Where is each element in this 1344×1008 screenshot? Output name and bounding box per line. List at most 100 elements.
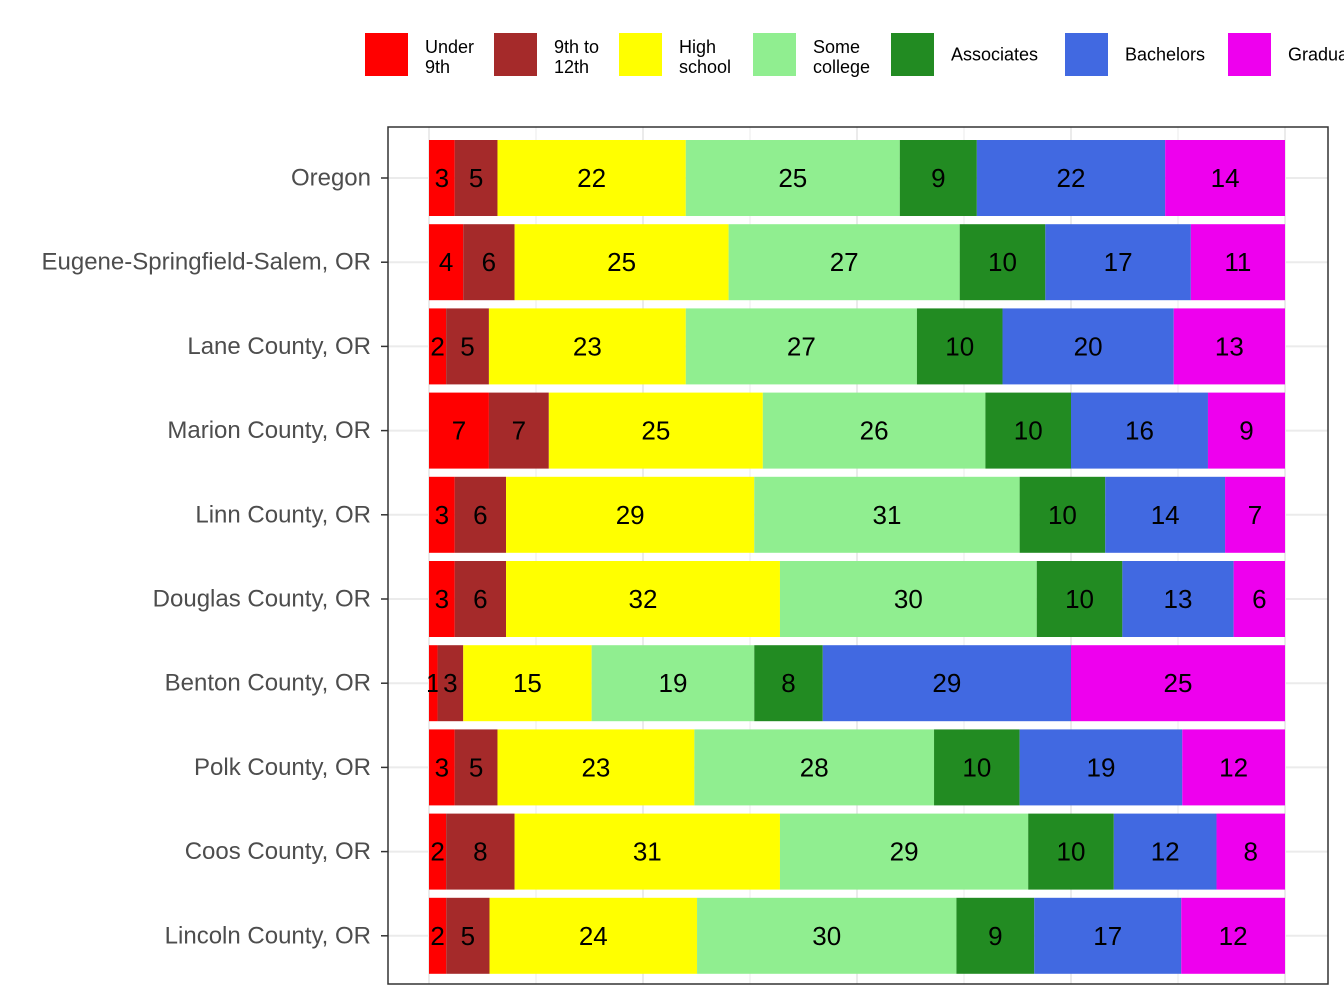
legend-item: High school <box>619 33 731 77</box>
bar-value-label: 4 <box>439 247 453 277</box>
bar-segment <box>1207 392 1285 469</box>
bar-segment <box>1036 561 1123 637</box>
bar-value-label: 3 <box>435 752 449 782</box>
bar-value-label: 10 <box>1048 500 1077 530</box>
bar-segment <box>497 140 686 216</box>
y-tick-label: Oregon <box>291 165 371 192</box>
bar-row: 3 6 32 30 10 13 6 <box>429 561 1285 637</box>
y-tick-label: Douglas County, OR <box>153 586 371 613</box>
bar-value-label: 10 <box>1014 416 1043 446</box>
bar-segment <box>694 729 935 806</box>
bar-value-label: 19 <box>658 668 687 698</box>
bar-value-label: 11 <box>1224 247 1251 277</box>
legend-swatch <box>1065 33 1108 76</box>
bar-segment <box>497 729 695 806</box>
bar-value-label: 6 <box>1252 584 1266 614</box>
bar-value-label: 12 <box>1151 837 1180 867</box>
bar-segment <box>429 140 455 216</box>
bar-segment <box>685 140 900 216</box>
bar-value-label: 5 <box>469 752 483 782</box>
bar-value-label: 8 <box>1244 837 1258 867</box>
bar-value-label: 3 <box>443 668 457 698</box>
bar-value-label: 1 <box>426 668 440 698</box>
bar-value-label: 5 <box>461 921 475 951</box>
bar-segment <box>1071 392 1208 469</box>
bar-value-label: 25 <box>641 416 670 446</box>
bar-segment <box>548 392 763 469</box>
bar-value-label: 27 <box>830 247 859 277</box>
bar-value-label: 23 <box>573 331 602 361</box>
bar-value-label: 7 <box>452 416 466 446</box>
bar-value-label: 13 <box>1215 331 1244 361</box>
legend-item: Under 9th <box>365 33 474 77</box>
bar-value-label: 9 <box>1239 416 1253 446</box>
bar-value-label: 29 <box>616 500 645 530</box>
bar-row: 3 6 29 31 10 14 7 <box>429 476 1285 553</box>
legend: Under 9th 9th to 12th High school Some college A… <box>365 33 1344 77</box>
y-tick-label: Coos County, OR <box>185 838 371 865</box>
bar-value-label: 25 <box>607 247 636 277</box>
bar-value-label: 15 <box>513 668 542 698</box>
bar-row: 3 5 22 25 9 22 14 <box>429 140 1285 216</box>
y-tick-label: Eugene-Springfield-Salem, OR <box>42 249 372 276</box>
bar-segment <box>1019 729 1183 806</box>
bar-row: 2 8 31 29 10 12 8 <box>429 813 1285 890</box>
bar-value-label: 10 <box>1057 837 1086 867</box>
bar-value-label: 10 <box>962 752 991 782</box>
bar-value-label: 19 <box>1086 752 1115 782</box>
bar-value-label: 9 <box>988 921 1002 951</box>
bar-segment <box>429 813 447 890</box>
bar-value-label: 28 <box>800 752 829 782</box>
bar-value-label: 3 <box>435 163 449 193</box>
bar-segment <box>463 224 515 301</box>
bar-segment <box>446 813 515 890</box>
y-tick-label: Marion County, OR <box>167 417 371 444</box>
bar-value-label: 12 <box>1219 752 1248 782</box>
legend-swatch <box>494 33 537 76</box>
bar-segment <box>591 645 755 722</box>
bar-segment <box>429 645 438 722</box>
y-tick-label: Linn County, OR <box>195 501 371 528</box>
bar-value-label: 8 <box>781 668 795 698</box>
bar-segment <box>779 813 1029 890</box>
bar-segment <box>514 813 780 890</box>
legend-swatch <box>619 33 662 76</box>
bar-value-label: 17 <box>1093 921 1122 951</box>
bar-value-label: 2 <box>430 837 444 867</box>
bar-value-label: 13 <box>1164 584 1193 614</box>
bar-segment <box>822 645 1071 722</box>
bar-segment <box>1071 645 1285 722</box>
bar-value-label: 29 <box>932 668 961 698</box>
bar-value-label: 25 <box>1164 668 1193 698</box>
bar-value-label: 3 <box>435 500 449 530</box>
legend-label: Some college <box>813 37 870 77</box>
bar-value-label: 5 <box>460 331 474 361</box>
legend-swatch <box>891 33 934 76</box>
bar-segment <box>506 476 755 553</box>
bar-value-label: 5 <box>469 163 483 193</box>
bar-segment <box>985 392 1071 469</box>
bar-value-label: 22 <box>1057 163 1086 193</box>
bar-value-label: 23 <box>581 752 610 782</box>
bar-segment <box>1105 476 1226 553</box>
bar-segment <box>916 308 1003 385</box>
bar-segment <box>959 224 1046 301</box>
bar-value-label: 31 <box>633 837 662 867</box>
y-tick-label: Benton County, OR <box>165 670 371 697</box>
bar-segment <box>488 392 549 469</box>
bar-segment <box>1028 813 1114 890</box>
bar-value-label: 25 <box>778 163 807 193</box>
bar-segment <box>1002 308 1174 385</box>
bar-segment <box>429 224 464 301</box>
bar-segment <box>446 897 490 974</box>
bar-segment <box>514 224 729 301</box>
bar-value-label: 14 <box>1151 500 1180 530</box>
legend-item: 9th to 12th <box>494 33 599 77</box>
y-axis: Oregon Eugene-Springfield-Salem, OR Lane C… <box>42 165 388 949</box>
bar-value-label: 7 <box>512 416 526 446</box>
bar-segment <box>454 729 498 806</box>
bar-value-label: 16 <box>1125 416 1154 446</box>
bar-value-label: 3 <box>435 584 449 614</box>
bar-segment <box>754 476 1020 553</box>
